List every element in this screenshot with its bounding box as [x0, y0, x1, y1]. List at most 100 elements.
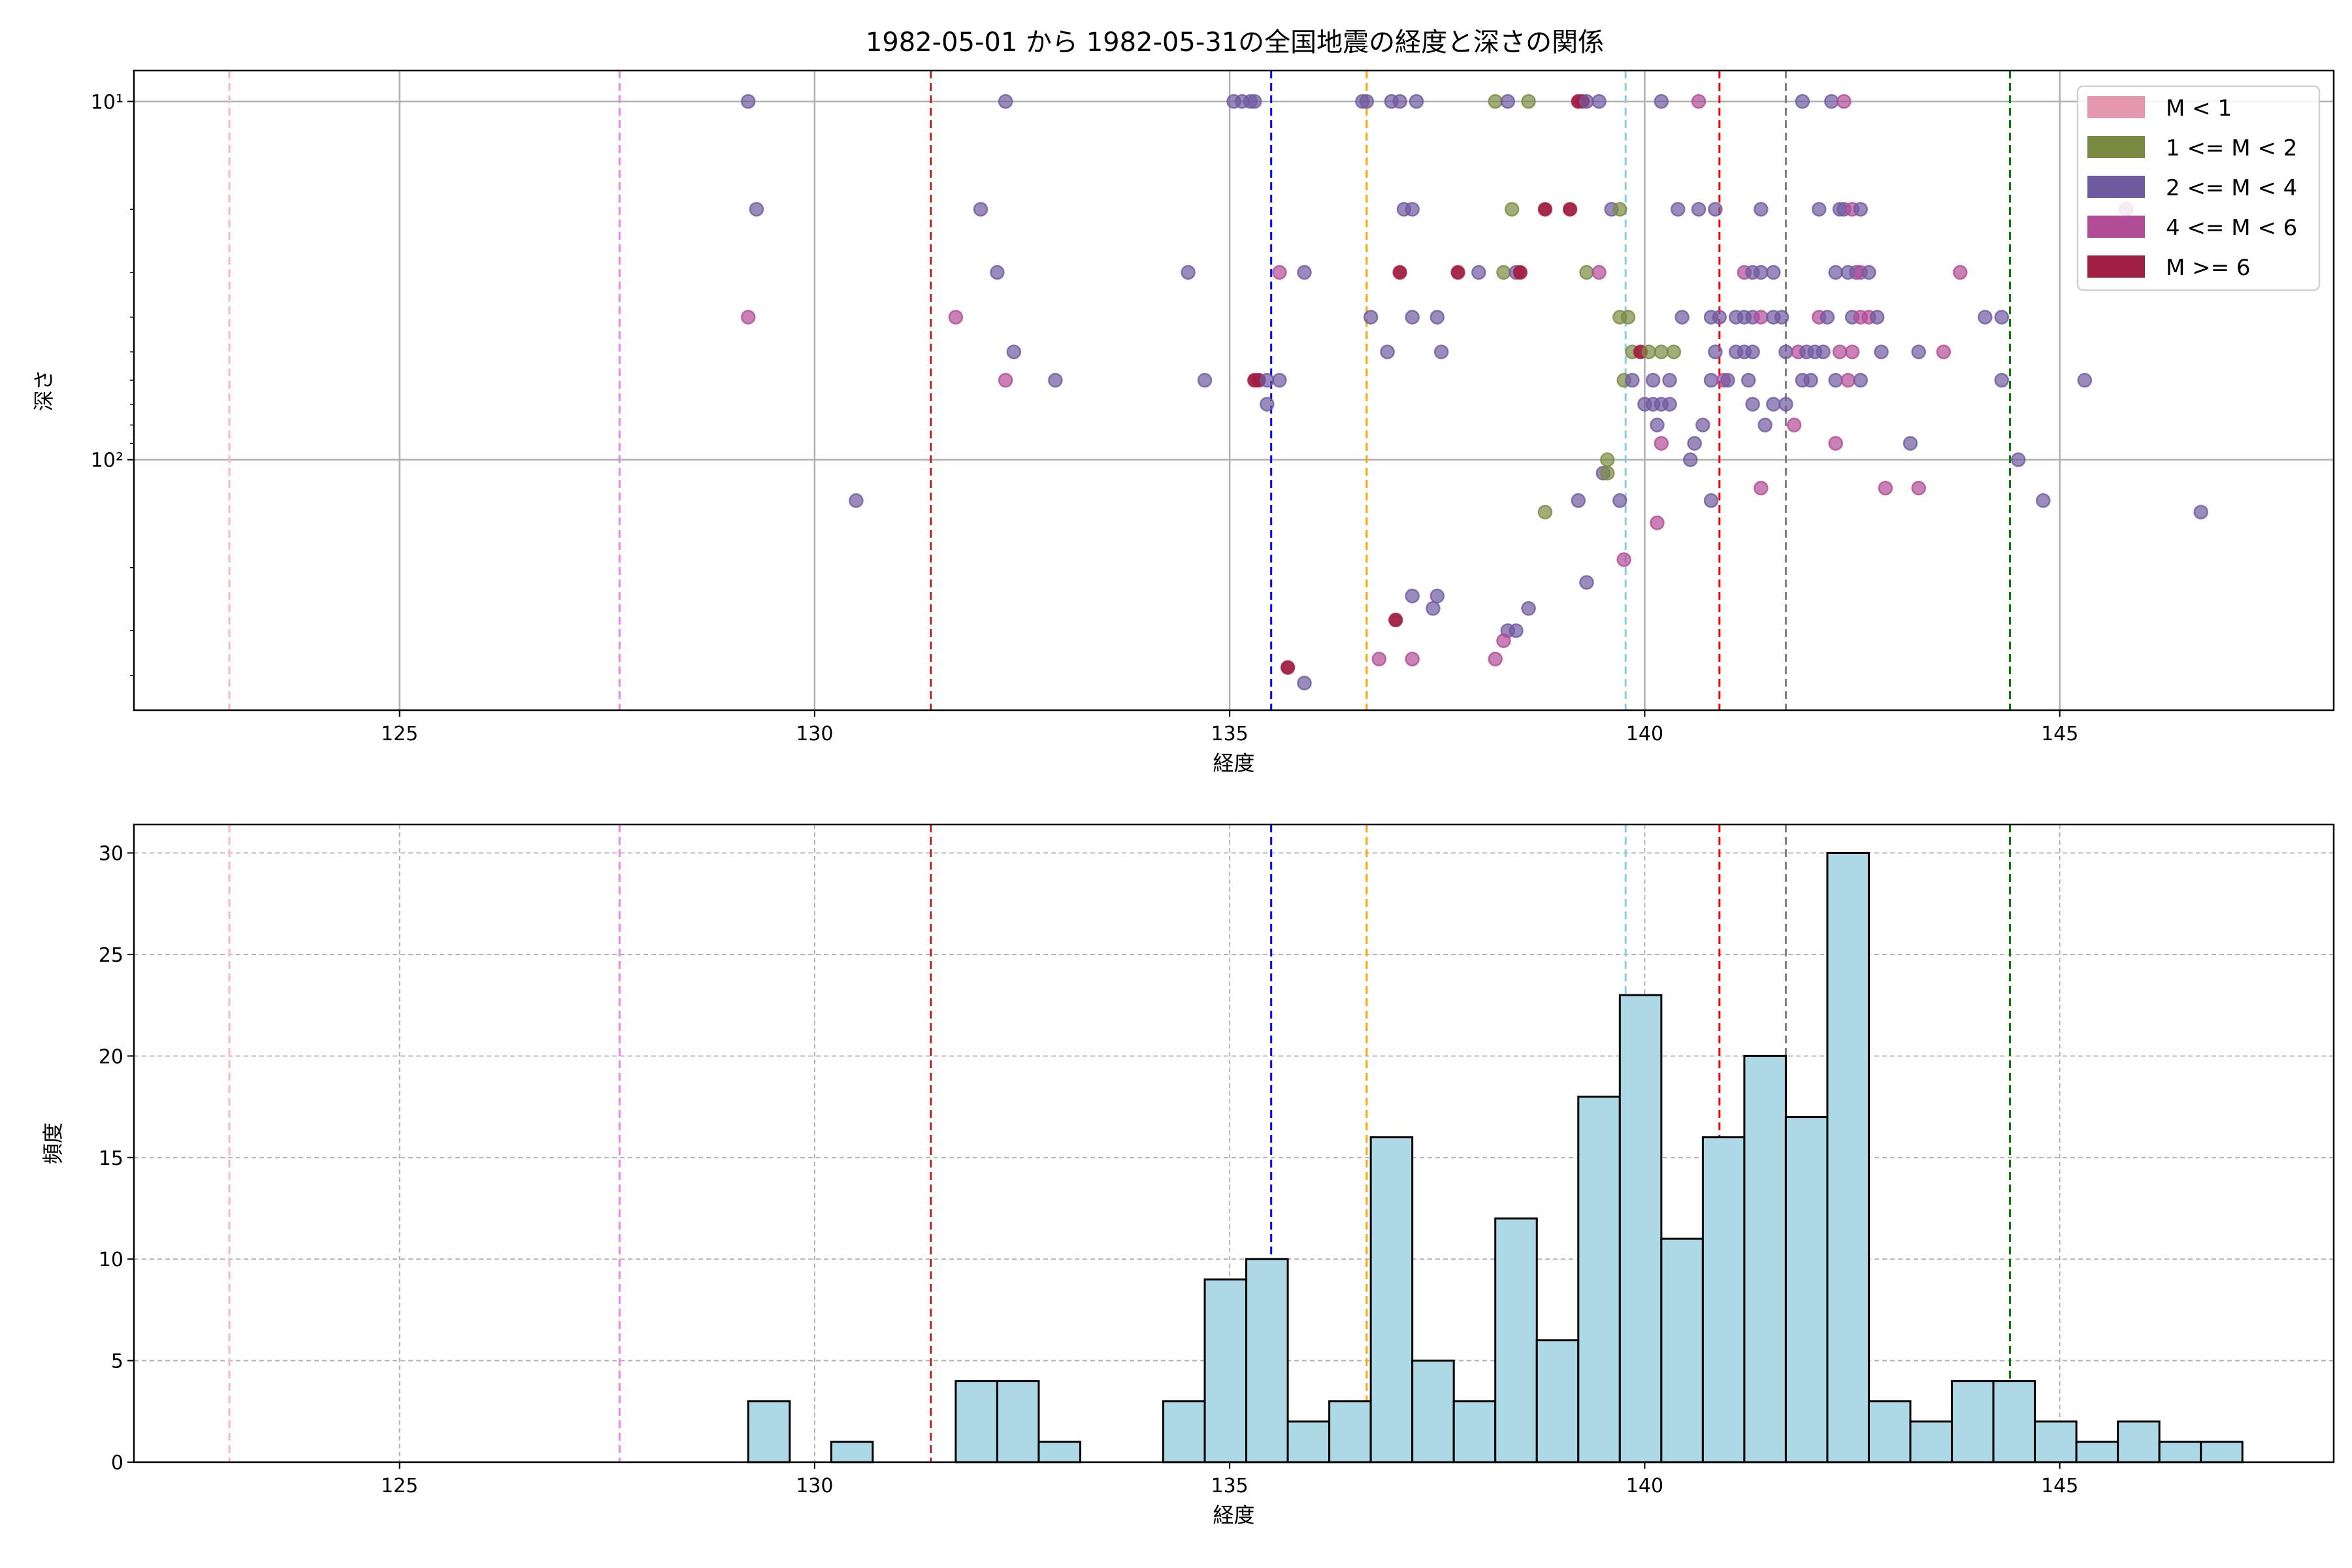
- scatter-point: [1641, 344, 1657, 359]
- scatter-point: [1828, 372, 1843, 388]
- scatter-point: [1978, 310, 1993, 325]
- scatter-point: [1450, 265, 1465, 280]
- scatter-point: [1600, 452, 1615, 467]
- scatter-point: [1840, 372, 1855, 388]
- scatter-point: [1247, 94, 1262, 109]
- scatter-point: [1297, 676, 1312, 691]
- scatter-point: [973, 202, 988, 217]
- scatter-point: [1820, 310, 1835, 325]
- scatter-point: [1612, 493, 1627, 508]
- legend-label: 4 <= M < 6: [2166, 215, 2297, 241]
- scatter-point: [990, 265, 1005, 280]
- x-tick-label: 135: [1211, 723, 1249, 745]
- scatter-point: [1766, 265, 1781, 280]
- y-axis-label: 頻度: [41, 1122, 65, 1164]
- scatter-point: [1691, 94, 1707, 109]
- scatter-point: [1650, 515, 1665, 531]
- scatter-point: [1786, 417, 1802, 433]
- scatter-point: [1766, 397, 1781, 412]
- scatter-point: [1874, 344, 1889, 359]
- scatter-point: [1662, 372, 1677, 388]
- histogram-bar: [996, 1380, 1040, 1463]
- histogram-bar: [1535, 1339, 1580, 1463]
- x-tick-label: 140: [1626, 723, 1663, 745]
- scatter-point: [1795, 94, 1810, 109]
- x-axis-label: 経度: [1213, 1503, 1254, 1527]
- plot-frame: [133, 69, 2335, 711]
- scatter-point: [1197, 372, 1213, 388]
- scatter-point: [1645, 372, 1661, 388]
- scatter-point: [998, 94, 1013, 109]
- histogram-bar: [1162, 1400, 1206, 1463]
- scatter-point: [2010, 452, 2026, 467]
- scatter-point: [1654, 94, 1669, 109]
- y-tick-label: 30: [99, 843, 123, 866]
- y-tick-label: 20: [99, 1045, 123, 1068]
- scatter-point: [1579, 265, 1594, 280]
- scatter-point: [1754, 202, 1769, 217]
- scatter-point: [1695, 417, 1710, 433]
- histogram-bar: [1203, 1278, 1248, 1463]
- scatter-point: [1828, 265, 1843, 280]
- scatter-point: [1429, 588, 1445, 604]
- scatter-point: [1537, 504, 1553, 520]
- scatter-point: [1994, 310, 2010, 325]
- scatter-point: [1592, 265, 1607, 280]
- scatter-point: [1521, 601, 1536, 616]
- histogram-bar: [1743, 1054, 1787, 1463]
- legend-label: 2 <= M < 4: [2166, 175, 2297, 201]
- histogram-bar: [1992, 1380, 2036, 1463]
- y-tick-label: 15: [99, 1147, 123, 1170]
- histogram-bar: [1494, 1217, 1538, 1463]
- y-tick-label: 5: [111, 1350, 123, 1373]
- x-tick-label: 125: [381, 723, 418, 745]
- scatter-point: [1828, 436, 1843, 451]
- scatter-point: [2036, 493, 2051, 508]
- scatter-point: [1260, 397, 1275, 412]
- chart-title: 1982-05-01 から 1982-05-31の全国地震の経度と深さの関係: [866, 27, 1604, 57]
- scatter-point: [1650, 417, 1665, 433]
- histogram-bar: [2200, 1441, 2244, 1463]
- scatter-axes: 125 130 135 140 145 10¹ 10² 経度 深さ M < 1 1 <= M < 2…: [31, 69, 2335, 776]
- legend-swatch: [2087, 176, 2145, 198]
- scatter-point: [1861, 265, 1876, 280]
- scatter-point: [1741, 372, 1756, 388]
- scatter-point: [1471, 265, 1486, 280]
- scatter-point: [1512, 265, 1528, 280]
- scatter-point: [1405, 588, 1420, 604]
- histogram-bar: [1245, 1258, 1289, 1463]
- scatter-point: [1811, 202, 1827, 217]
- scatter-point: [1703, 372, 1719, 388]
- x-axis-label: 経度: [1213, 751, 1254, 776]
- histogram-bar: [1867, 1400, 1912, 1463]
- scatter-point: [1426, 601, 1441, 616]
- scatter-point: [1994, 372, 2010, 388]
- scatter-point: [1592, 94, 1607, 109]
- scatter-point: [1579, 575, 1594, 590]
- scatter-point: [948, 310, 964, 325]
- legend: M < 1 1 <= M < 2 2 <= M < 4 4 <= M < 6 M >= …: [2076, 85, 2321, 291]
- histogram-bar: [955, 1380, 998, 1463]
- scatter-point: [1952, 265, 1968, 280]
- scatter-point: [1616, 552, 1631, 567]
- scatter-point: [1488, 651, 1503, 667]
- scatter-point: [1666, 344, 1682, 359]
- histogram-bar: [1577, 1096, 1621, 1463]
- scatter-point: [1911, 480, 1926, 496]
- histogram-bar: [1909, 1420, 1953, 1463]
- scatter-point: [1903, 436, 1918, 451]
- scatter-point: [1371, 651, 1387, 667]
- scatter-point: [1272, 372, 1287, 388]
- scatter-point: [1754, 310, 1769, 325]
- scatter-point: [1429, 310, 1445, 325]
- scatter-point: [1392, 265, 1407, 280]
- histogram-bar: [1037, 1441, 1081, 1463]
- scatter-point: [1691, 202, 1707, 217]
- scatter-point: [1562, 202, 1578, 217]
- scatter-point: [1662, 397, 1677, 412]
- scatter-point: [740, 94, 756, 109]
- legend-label: 1 <= M < 2: [2166, 135, 2297, 161]
- x-tick-label: 140: [1626, 1475, 1663, 1497]
- scatter-point: [1774, 310, 1789, 325]
- scatter-point: [1509, 623, 1524, 638]
